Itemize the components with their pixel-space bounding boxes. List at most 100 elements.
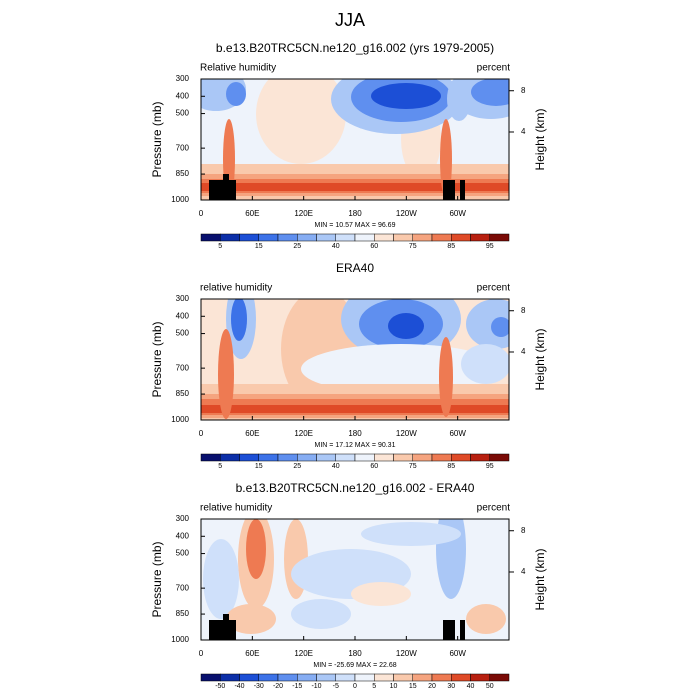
colorbar-label: 95 — [486, 463, 494, 470]
y-tick-label: 1000 — [171, 195, 189, 204]
y2-axis-title: Height (km) — [533, 328, 547, 390]
colorbar-label: 15 — [255, 243, 263, 250]
colorbar-box — [220, 673, 240, 682]
x-tick-label: 0 — [199, 649, 204, 658]
colorbar-box — [374, 673, 394, 682]
y-tick-label: 300 — [176, 514, 190, 523]
colorbar-label: -15 — [292, 683, 302, 690]
colorbar-label: 85 — [447, 463, 455, 470]
y-axis-title: Pressure (mb) — [150, 541, 164, 617]
colorbar-label: 15 — [409, 683, 417, 690]
contour-fill — [361, 522, 461, 546]
colorbar-label: -5 — [333, 683, 339, 690]
colorbar-box — [200, 673, 221, 682]
colorbar-box — [258, 453, 279, 462]
contour-fill — [226, 604, 276, 634]
contour-fill — [351, 582, 411, 606]
colorbar-box — [374, 453, 394, 462]
contour-field — [201, 299, 509, 420]
colorbar-box — [393, 673, 413, 682]
x-tick-label: 180 — [348, 429, 362, 438]
x-tick-label: 120E — [294, 429, 313, 438]
topography — [443, 180, 455, 200]
colorbar-label: 10 — [390, 683, 398, 690]
colorbar-label: 75 — [409, 243, 417, 250]
colorbar-label: 50 — [486, 683, 494, 690]
panel-title: b.e13.B20TRC5CN.ne120_g16.002 - ERA40 — [236, 481, 475, 495]
colorbar-box — [489, 233, 510, 242]
variable-label: relative humidity — [200, 503, 272, 514]
colorbar-box — [258, 673, 279, 682]
y2-axis-title: Height (km) — [533, 548, 547, 610]
colorbar-box — [470, 233, 490, 242]
contour-fill — [447, 79, 471, 121]
contour-fill — [203, 539, 239, 619]
units-label: percent — [477, 63, 511, 74]
colorbar-box — [412, 453, 433, 462]
y2-tick-label: 4 — [521, 127, 526, 136]
y-tick-label: 850 — [176, 389, 190, 398]
colorbar-box — [200, 453, 221, 462]
colorbar-box — [239, 233, 259, 242]
x-tick-label: 0 — [199, 209, 204, 218]
colorbar-box — [412, 673, 433, 682]
y-tick-label: 400 — [176, 91, 190, 100]
figure-title: JJA — [335, 10, 365, 30]
contour-fill — [246, 519, 266, 579]
colorbar-box — [489, 453, 510, 462]
y2-tick-label: 8 — [521, 306, 526, 315]
x-tick-label: 120W — [396, 649, 417, 658]
colorbar-label: 40 — [332, 243, 340, 250]
panel-title: ERA40 — [336, 261, 374, 275]
colorbar-box — [258, 233, 279, 242]
x-tick-label: 180 — [348, 209, 362, 218]
colorbar-box — [335, 453, 356, 462]
colorbar-box — [431, 233, 452, 242]
x-tick-label: 0 — [199, 429, 204, 438]
contour-fill — [436, 519, 466, 599]
colorbar-label: 25 — [293, 243, 301, 250]
colorbar-label: 60 — [370, 243, 378, 250]
colorbar-label: 25 — [293, 463, 301, 470]
y-tick-label: 400 — [176, 531, 190, 540]
colorbar-label: 40 — [332, 463, 340, 470]
y-tick-label: 1000 — [171, 415, 189, 424]
y-tick-label: 300 — [176, 74, 190, 83]
colorbar-box — [335, 233, 356, 242]
colorbar-box — [297, 673, 317, 682]
y-axis-title: Pressure (mb) — [150, 321, 164, 397]
y-tick-label: 700 — [176, 143, 190, 152]
colorbar-box — [470, 453, 490, 462]
colorbar-box — [451, 233, 471, 242]
colorbar-box — [277, 453, 298, 462]
colorbar-box — [354, 233, 375, 242]
panel: ERA40 relative humidity percent 0 60E 120E 180… — [150, 261, 547, 470]
colorbar-box — [297, 233, 317, 242]
contour-fill — [371, 83, 441, 109]
contour-fill — [461, 344, 509, 384]
y-tick-label: 700 — [176, 583, 190, 592]
y2-tick-label: 4 — [521, 347, 526, 356]
y-tick-label: 400 — [176, 311, 190, 320]
colorbar-box — [354, 673, 375, 682]
colorbar-label: 20 — [428, 683, 436, 690]
colorbar-box — [431, 453, 452, 462]
x-tick-label: 60E — [245, 209, 259, 218]
contour-fill — [218, 329, 234, 419]
y-tick-label: 700 — [176, 363, 190, 372]
topography — [443, 620, 455, 640]
x-tick-label: 60E — [245, 649, 259, 658]
colorbar-box — [393, 233, 413, 242]
colorbar-box — [354, 453, 375, 462]
y-tick-label: 1000 — [171, 635, 189, 644]
y-axis-title: Pressure (mb) — [150, 101, 164, 177]
colorbar-box — [277, 673, 298, 682]
topography — [209, 620, 225, 640]
contour-fill — [231, 299, 247, 341]
topography — [460, 180, 465, 200]
x-tick-label: 120E — [294, 649, 313, 658]
contour-field — [201, 519, 509, 640]
colorbar-box — [374, 233, 394, 242]
colorbar-label: 5 — [218, 243, 222, 250]
